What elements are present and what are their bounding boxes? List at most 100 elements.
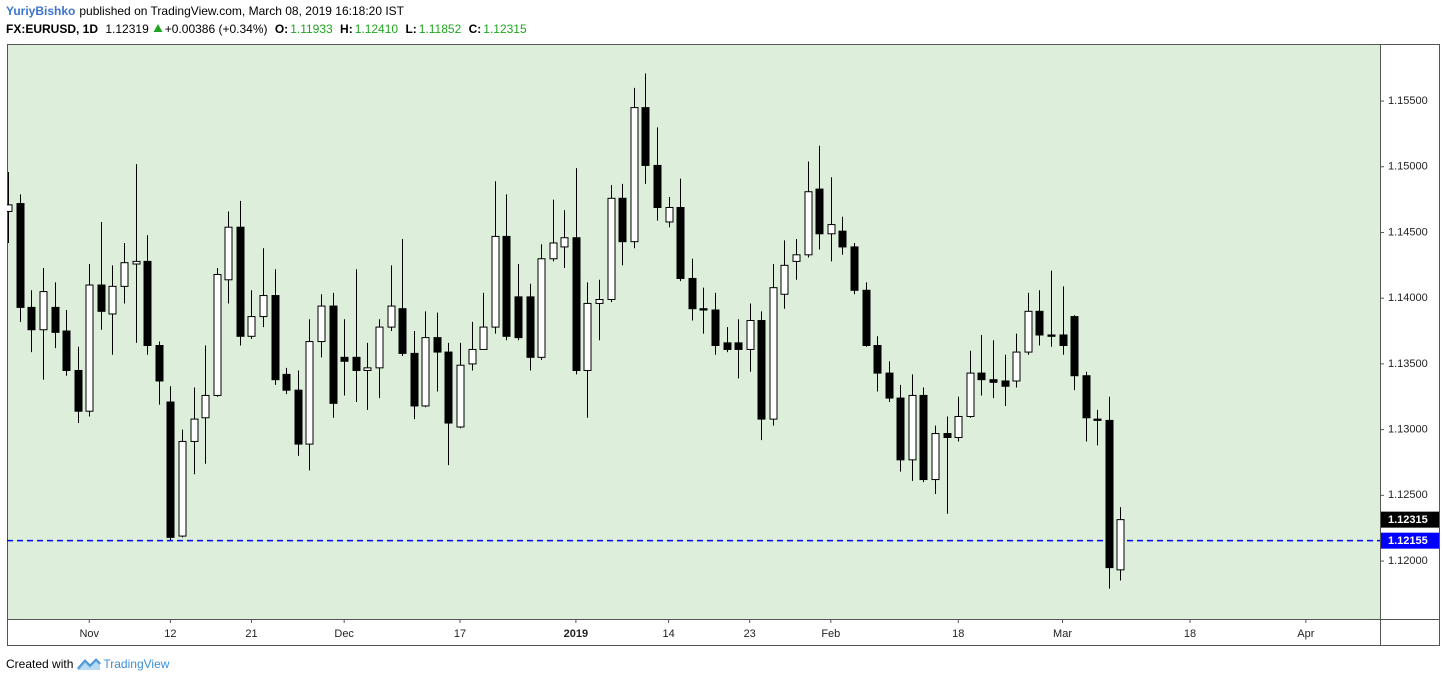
candle-body [514, 296, 523, 339]
candle-body [549, 242, 558, 260]
candle-body [224, 226, 233, 281]
y-tick-label: 1.13000 [1388, 424, 1428, 436]
candle-body [27, 306, 36, 331]
candle-body [792, 254, 801, 262]
candle-body [1116, 519, 1125, 571]
candle-body [398, 308, 407, 354]
last-price: 1.12319 [105, 22, 149, 36]
y-tick-label: 1.13500 [1388, 358, 1428, 370]
candle-body [943, 433, 952, 438]
candle-body [178, 440, 187, 537]
author[interactable]: YuriyBishko [6, 4, 76, 18]
candle-body [746, 320, 755, 350]
candle-body [39, 291, 48, 331]
symbol: FX:EURUSD, 1D [6, 22, 99, 36]
candle-body [421, 337, 430, 407]
candle-body [143, 260, 152, 346]
candle-body [1105, 419, 1114, 569]
candle-body [769, 287, 778, 420]
x-tick-label: 2019 [564, 628, 588, 640]
candle-body [618, 197, 627, 243]
x-tick-label: Dec [334, 628, 354, 640]
level-label: 1.12155 [1388, 535, 1428, 547]
x-tick-label: 18 [1184, 628, 1196, 640]
ohlc-value: 1.12315 [483, 22, 527, 36]
candle-body [607, 197, 616, 300]
tv-logo [77, 658, 102, 670]
x-tick-label: 12 [164, 628, 176, 640]
x-tick-label: 14 [662, 628, 674, 640]
candle-body [190, 418, 199, 442]
candle-body [1082, 375, 1091, 419]
candle-body [259, 295, 268, 318]
candle-body [862, 289, 871, 346]
candle-body [1059, 334, 1068, 346]
brand[interactable]: TradingView [103, 657, 170, 671]
candle-body [885, 372, 894, 399]
candle-body [317, 305, 326, 343]
candle-body [444, 351, 453, 424]
candle-body [132, 260, 141, 265]
candle-body [699, 308, 708, 311]
candle-body [282, 373, 291, 391]
candle-body [166, 401, 175, 538]
y-tick-label: 1.12000 [1388, 555, 1428, 567]
x-tick-label: Mar [1053, 628, 1072, 640]
candle-body [410, 352, 419, 407]
candle-body [804, 191, 813, 256]
candle-body [1012, 351, 1021, 382]
candle-body [352, 356, 361, 371]
y-tick-label: 1.14000 [1388, 292, 1428, 304]
x-tick-label: Nov [79, 628, 99, 640]
candle-body [51, 306, 60, 333]
candle-body [305, 341, 314, 445]
candles [7, 73, 1380, 589]
y-tick-label: 1.14500 [1388, 226, 1428, 238]
last-price-label-box [1381, 511, 1439, 528]
candle-body [271, 295, 280, 381]
candle-body [757, 320, 766, 420]
ohlc-label: L: [405, 22, 417, 36]
y-tick-label: 1.12500 [1388, 489, 1428, 501]
candle-body [537, 258, 546, 358]
x-tick-label: 17 [454, 628, 466, 640]
header-line: YuriyBishko published on TradingView.com,… [6, 4, 408, 18]
candle-body [97, 284, 106, 312]
candle-body [815, 188, 824, 235]
candle-body [1047, 334, 1056, 337]
candle-body [641, 107, 650, 166]
frame [7, 44, 1440, 646]
candle-body [583, 302, 592, 371]
candle-body [989, 379, 998, 383]
candle-body [479, 326, 488, 350]
candle-body [7, 204, 13, 212]
candle-body [16, 203, 25, 308]
candle-body [734, 342, 743, 350]
published: published on TradingView.com, March 08, … [79, 4, 405, 18]
ohlc-value: 1.12410 [354, 22, 399, 36]
candle-body [375, 326, 384, 369]
y-tick-label: 1.15500 [1388, 95, 1428, 107]
candle-body [665, 206, 674, 223]
candle-body [595, 298, 604, 304]
candle-body [1001, 380, 1010, 387]
symbol-line: FX:EURUSD, 1D 1.12319 +0.00386 (+0.34%) O… [6, 22, 531, 36]
candle-body [560, 237, 569, 248]
candle-body [62, 330, 71, 371]
candle-body [850, 246, 859, 291]
candle-body [108, 285, 117, 315]
candle-body [526, 296, 535, 358]
candle-body [329, 305, 338, 404]
candle-body [896, 397, 905, 461]
change: +0.00386 (+0.34%) [164, 22, 268, 36]
candle-body [1093, 418, 1102, 421]
candle-body [908, 394, 917, 461]
x-tick-label: 23 [744, 628, 756, 640]
chart: 1.12000 1.12500 1.13000 1.13500 1.14000 1.145… [7, 44, 1440, 646]
candle-body [468, 348, 477, 365]
ohlc-value: 1.11933 [290, 22, 333, 36]
candle-body [723, 342, 732, 350]
candle-body [247, 316, 256, 337]
candle-body [213, 274, 222, 396]
ohlc-label: O: [274, 22, 289, 36]
